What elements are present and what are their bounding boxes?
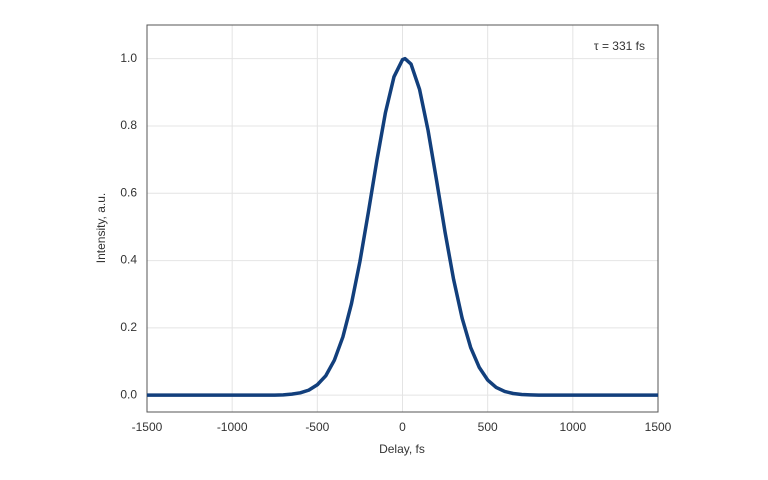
x-tick-label: -1000 bbox=[217, 420, 248, 434]
x-tick-label: 1500 bbox=[645, 420, 672, 434]
x-tick-label: -500 bbox=[305, 420, 329, 434]
x-tick-label: 1000 bbox=[559, 420, 586, 434]
x-tick-label: 0 bbox=[399, 420, 406, 434]
y-tick-label: 0.0 bbox=[120, 387, 137, 401]
y-tick-label: 0.8 bbox=[120, 118, 137, 132]
annotation: τ = 331 fs bbox=[594, 39, 645, 53]
data-line bbox=[147, 56, 658, 397]
y-tick-label: 0.4 bbox=[120, 253, 137, 267]
y-tick-label: 1.0 bbox=[120, 51, 137, 65]
y-axis-label: Intensity, a.u. bbox=[94, 193, 108, 263]
y-tick-label: 0.6 bbox=[120, 185, 137, 199]
plot-frame bbox=[146, 24, 659, 413]
x-axis-label: Delay, fs bbox=[379, 442, 425, 456]
y-tick-label: 0.2 bbox=[120, 320, 137, 334]
x-tick-label: 500 bbox=[478, 420, 498, 434]
x-tick-label: -1500 bbox=[132, 420, 163, 434]
